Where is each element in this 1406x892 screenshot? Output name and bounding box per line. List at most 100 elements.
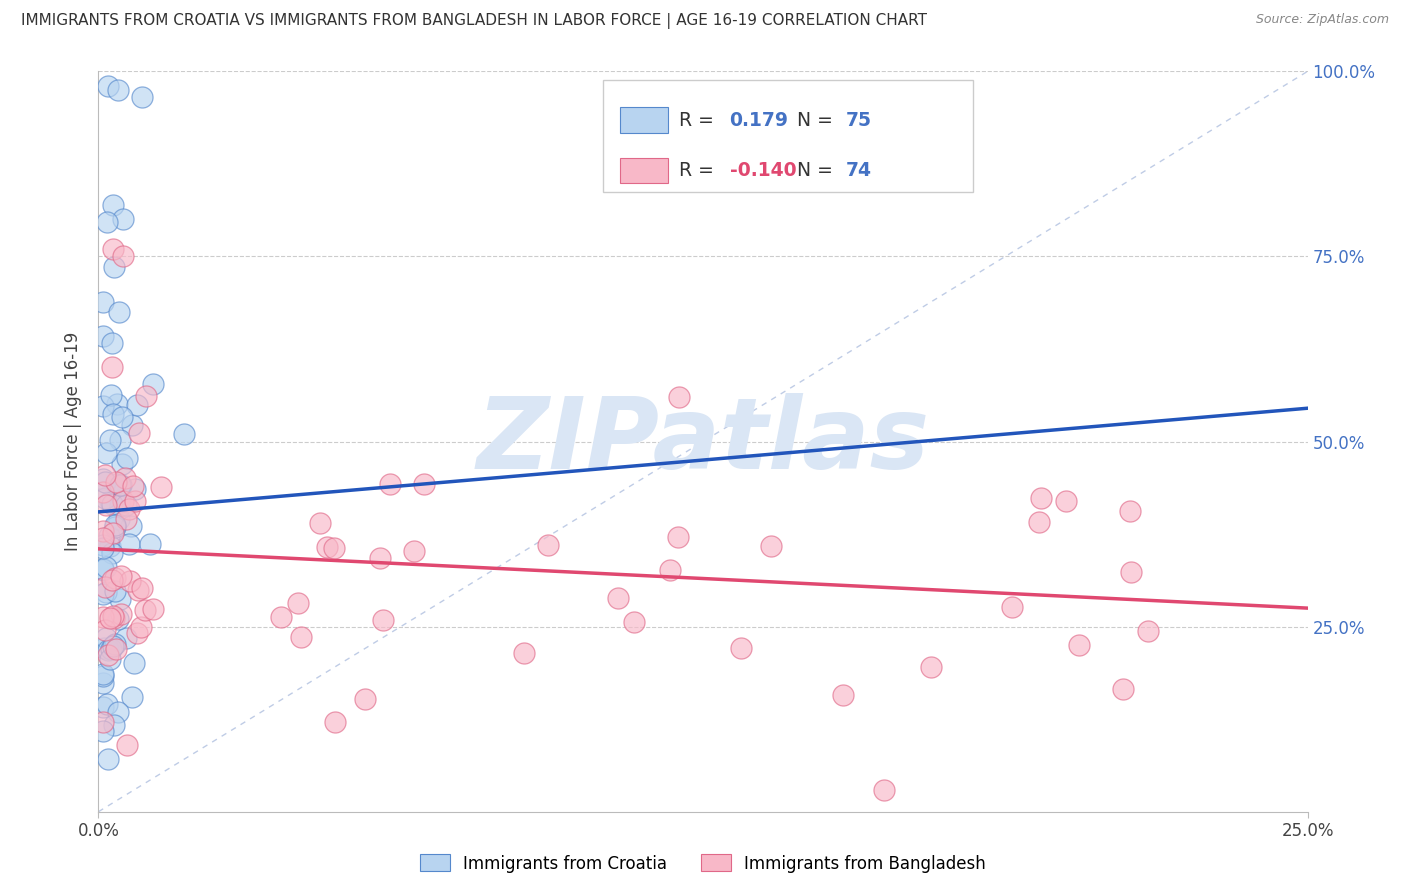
Point	[104, 571, 127, 585]
Point	[1119, 565, 1142, 579]
Point	[111, 250, 134, 264]
Point	[127, 398, 149, 412]
Point	[354, 691, 377, 706]
Point	[94, 468, 117, 483]
Point	[98, 433, 121, 447]
Point	[97, 529, 120, 543]
Point	[380, 477, 402, 491]
Point	[920, 659, 942, 673]
Point	[94, 475, 117, 489]
Point	[107, 611, 129, 625]
Point	[831, 688, 853, 702]
Text: 74: 74	[845, 161, 872, 180]
Point	[118, 537, 141, 551]
Text: ZIPatlas: ZIPatlas	[477, 393, 929, 490]
Point	[91, 295, 114, 310]
Point	[94, 491, 117, 505]
Point	[107, 305, 129, 319]
Point	[91, 714, 114, 729]
Point	[108, 500, 131, 514]
Point	[117, 451, 139, 466]
Point	[91, 541, 114, 555]
Point	[96, 585, 118, 599]
FancyBboxPatch shape	[620, 107, 668, 133]
Point	[124, 493, 146, 508]
Point	[91, 587, 114, 601]
Point	[668, 390, 690, 404]
Point	[513, 646, 536, 660]
Point	[287, 596, 309, 610]
Point	[104, 518, 127, 533]
Text: N =: N =	[797, 161, 839, 180]
Point	[1031, 491, 1053, 506]
Point	[110, 478, 132, 492]
Point	[91, 564, 114, 578]
Point	[91, 531, 114, 545]
Point	[107, 512, 129, 526]
Point	[101, 497, 124, 511]
Point	[91, 538, 114, 552]
Point	[121, 690, 143, 704]
Point	[122, 479, 145, 493]
Point	[101, 336, 124, 351]
Point	[105, 476, 128, 491]
Point	[131, 581, 153, 595]
Point	[93, 640, 115, 655]
Point	[108, 433, 131, 447]
Point	[100, 388, 122, 402]
Point	[98, 539, 121, 553]
Text: 75: 75	[845, 111, 872, 129]
Point	[135, 389, 157, 403]
Point	[1119, 504, 1142, 518]
Text: R =: R =	[679, 161, 720, 180]
Point	[91, 328, 114, 343]
Text: IMMIGRANTS FROM CROATIA VS IMMIGRANTS FROM BANGLADESH IN LABOR FORCE | AGE 16-19: IMMIGRANTS FROM CROATIA VS IMMIGRANTS FR…	[21, 13, 927, 29]
Y-axis label: In Labor Force | Age 16-19: In Labor Force | Age 16-19	[65, 332, 83, 551]
Point	[101, 526, 124, 541]
Text: -0.140: -0.140	[730, 161, 796, 180]
FancyBboxPatch shape	[620, 158, 668, 183]
Point	[124, 482, 146, 496]
Point	[139, 537, 162, 551]
Point	[91, 610, 114, 624]
Point	[101, 197, 124, 211]
Point	[104, 637, 127, 651]
Point	[110, 457, 132, 471]
Point	[91, 669, 114, 683]
Point	[873, 782, 896, 797]
Point	[91, 667, 114, 681]
Legend: Immigrants from Croatia, Immigrants from Bangladesh: Immigrants from Croatia, Immigrants from…	[413, 847, 993, 880]
Point	[96, 498, 118, 512]
Point	[101, 407, 124, 421]
Point	[115, 512, 138, 526]
Point	[759, 539, 782, 553]
Point	[115, 498, 138, 512]
Point	[94, 581, 117, 595]
Point	[91, 399, 114, 413]
Point	[111, 212, 134, 227]
Point	[118, 574, 141, 588]
Point	[94, 446, 117, 460]
Point	[108, 591, 131, 606]
Point	[142, 602, 165, 616]
Point	[91, 562, 114, 576]
Point	[111, 410, 134, 425]
Point	[1112, 682, 1135, 697]
Point	[131, 90, 153, 104]
Point	[96, 631, 118, 645]
Point	[112, 494, 135, 508]
Point	[103, 519, 125, 533]
Point	[96, 215, 118, 229]
Point	[368, 550, 391, 565]
Text: R =: R =	[679, 111, 720, 129]
Point	[103, 608, 125, 623]
Point	[1028, 516, 1050, 530]
Point	[93, 623, 115, 637]
Point	[97, 648, 120, 662]
Point	[98, 611, 121, 625]
Point	[316, 541, 339, 555]
Point	[105, 396, 128, 410]
Point	[103, 718, 125, 732]
Point	[97, 79, 120, 94]
Point	[91, 485, 114, 500]
